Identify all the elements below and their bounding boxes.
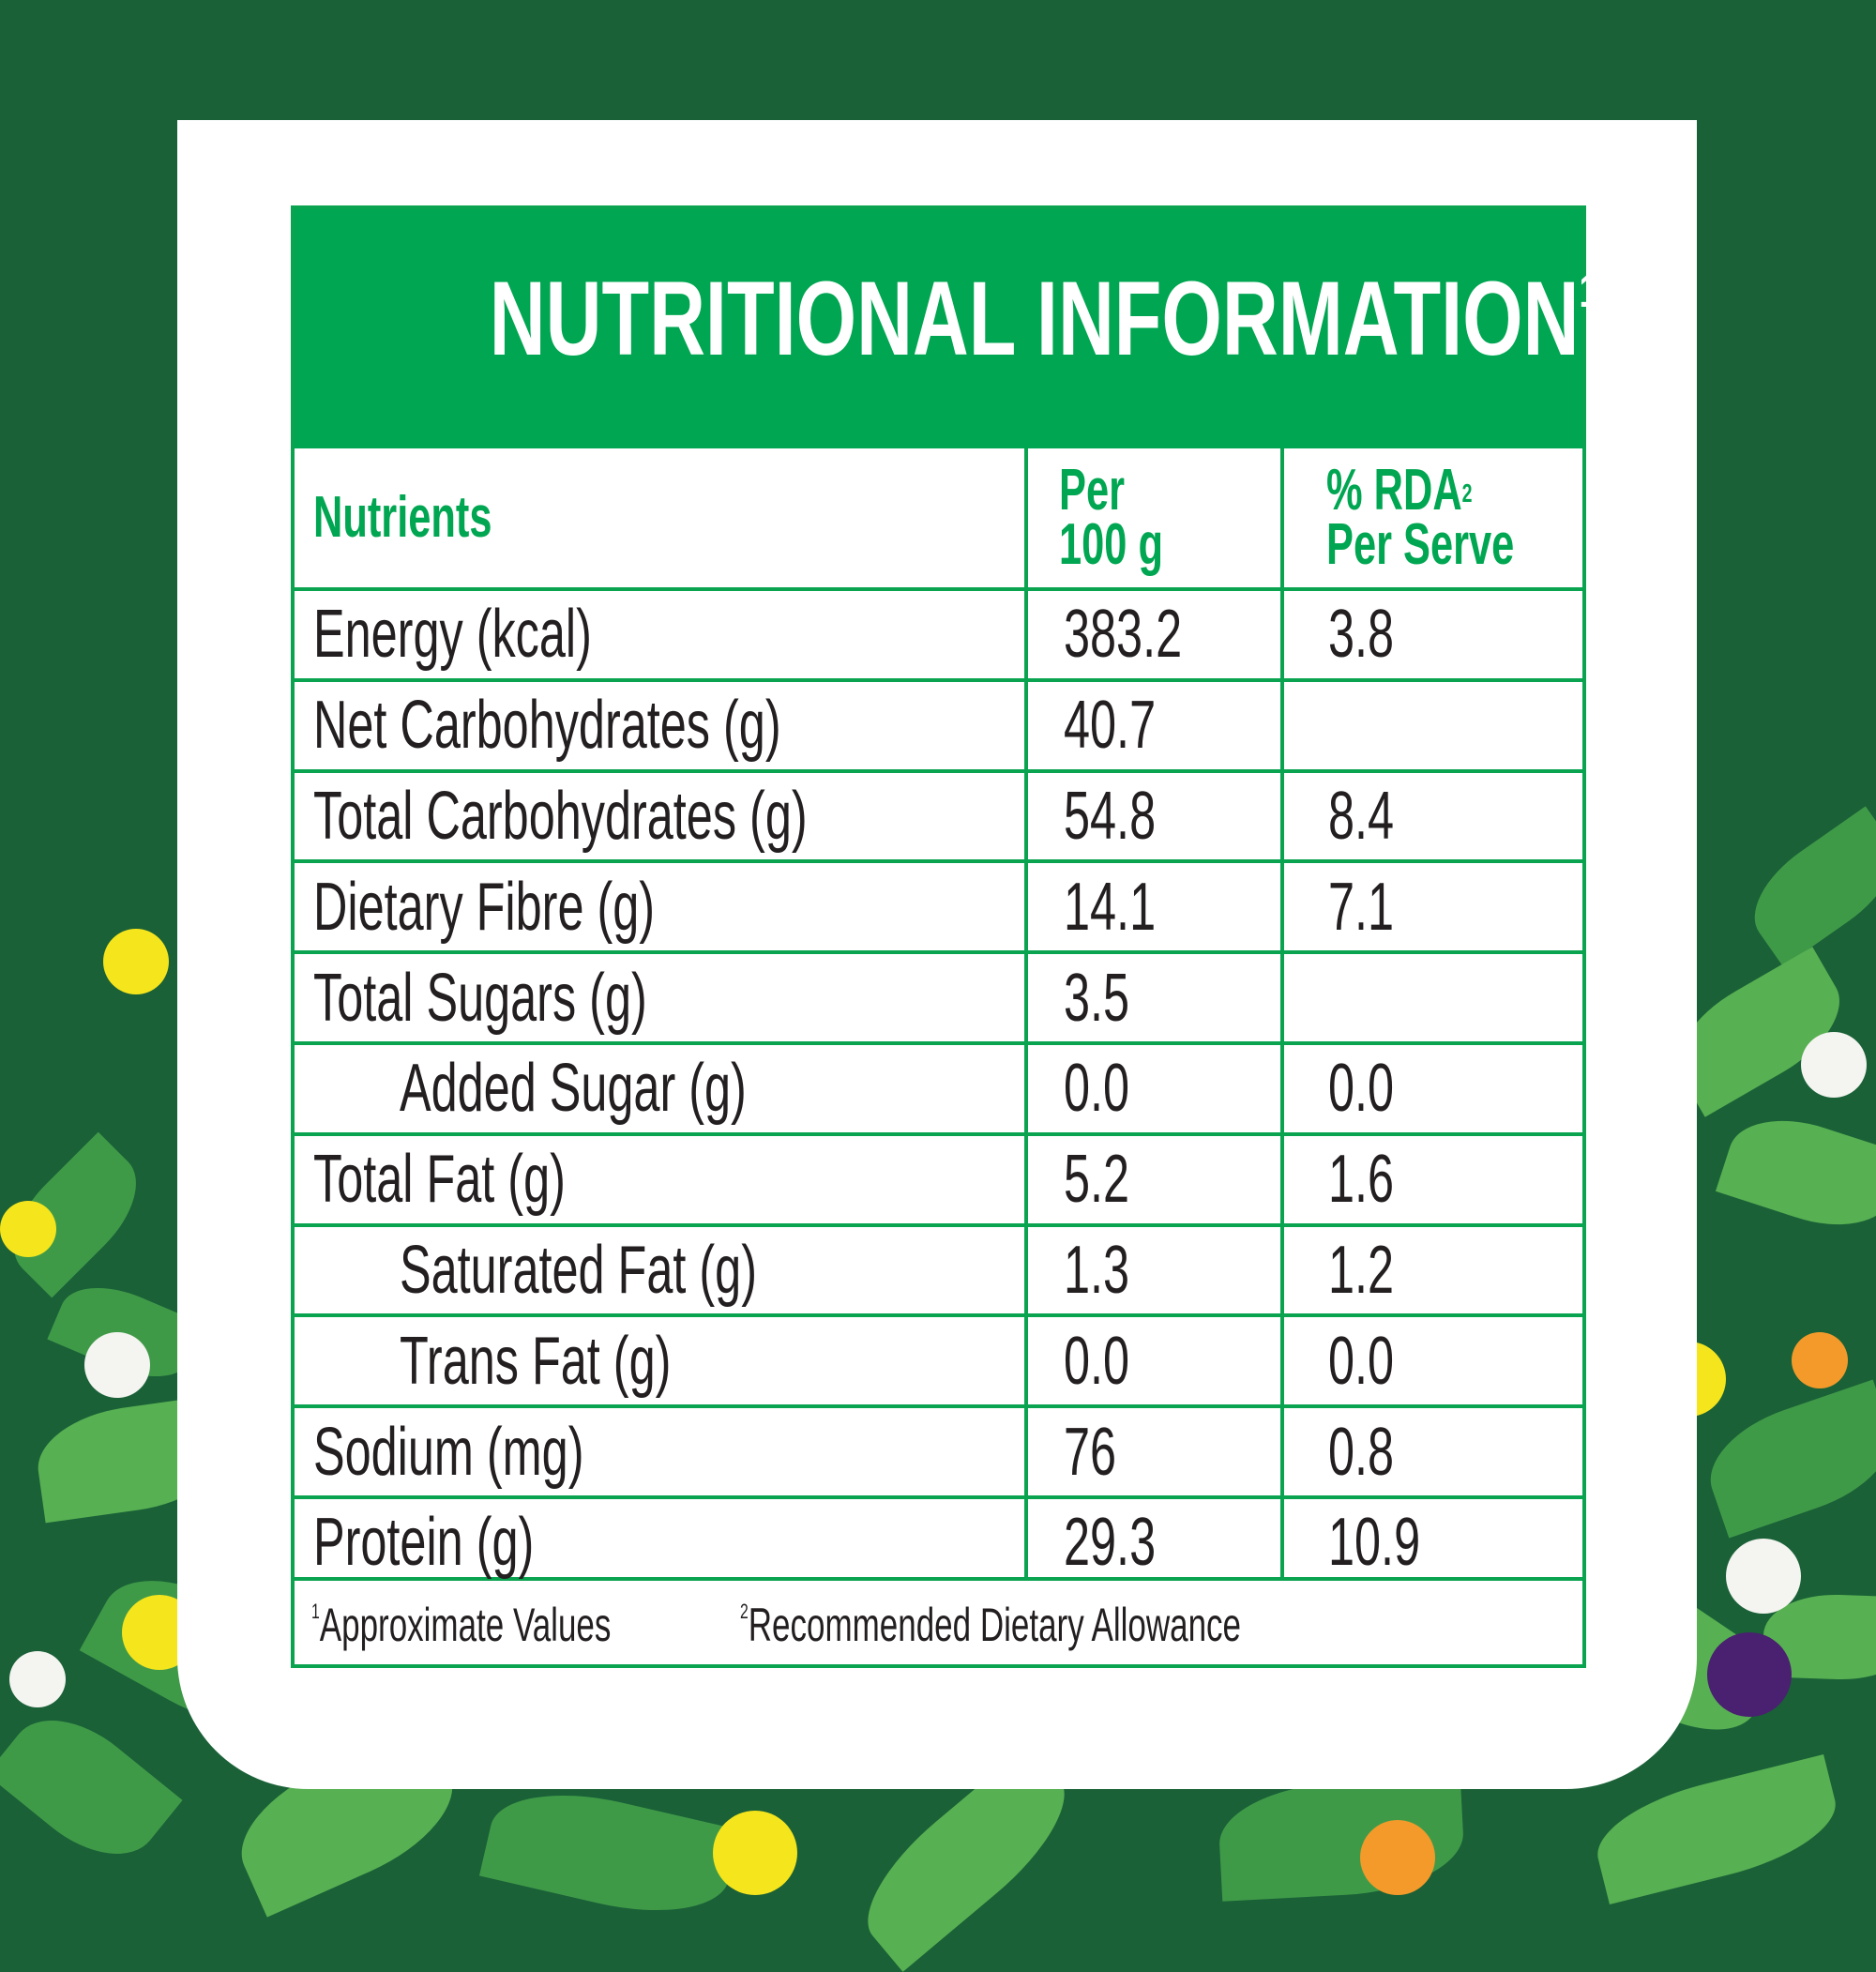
nutrient-name: Sodium (mg) — [313, 1414, 584, 1490]
value-rda-per-serve: 0.0 — [1328, 1051, 1395, 1127]
value-per-100g: 40.7 — [1064, 688, 1157, 764]
column-divider — [1024, 448, 1028, 1577]
value-rda-per-serve: 0.0 — [1328, 1323, 1395, 1399]
nutrient-name: Energy (kcal) — [313, 597, 592, 673]
flower-icon — [713, 1811, 797, 1895]
table-row: Total Sugars (g) 3.5 — [295, 950, 1582, 1041]
value-rda-per-serve: 0.8 — [1328, 1414, 1395, 1490]
leaf-icon — [1715, 1101, 1876, 1244]
value-per-100g: 54.8 — [1064, 778, 1157, 854]
table-row: Added Sugar (g) 0.0 0.0 — [295, 1041, 1582, 1132]
flower-icon — [1726, 1539, 1801, 1614]
flower-icon — [1360, 1820, 1435, 1895]
nutrient-name: Saturated Fat (g) — [400, 1232, 757, 1308]
table-row: Energy (kcal) 383.2 3.8 — [295, 587, 1582, 678]
flower-icon — [1792, 1332, 1848, 1388]
value-per-100g: 0.0 — [1064, 1323, 1130, 1399]
value-per-100g: 383.2 — [1064, 597, 1183, 673]
nutrient-name: Total Carbohydrates (g) — [313, 778, 808, 854]
header-nutrients: Nutrients — [313, 485, 492, 550]
nutrient-name: Net Carbohydrates (g) — [313, 688, 781, 764]
table-row: Net Carbohydrates (g) 40.7 — [295, 677, 1582, 769]
flower-icon — [0, 1201, 56, 1257]
table-row: Protein (g) 29.3 10.9 — [295, 1495, 1582, 1586]
value-rda-per-serve: 1.2 — [1328, 1232, 1395, 1308]
value-rda-per-serve: 7.1 — [1328, 869, 1395, 945]
flower-icon — [84, 1332, 150, 1398]
footnote-approximate: 1Approximate Values — [311, 1598, 612, 1651]
table-row: Sodium (mg) 76 0.8 — [295, 1404, 1582, 1495]
nutrient-name: Added Sugar (g) — [400, 1051, 747, 1127]
flower-icon — [103, 929, 169, 994]
value-per-100g: 29.3 — [1064, 1505, 1157, 1581]
header-per-100g: Per 100 g — [1059, 458, 1163, 577]
column-divider — [1280, 448, 1284, 1577]
nutrient-name: Total Sugars (g) — [313, 960, 647, 1036]
nutrition-table: NUTRITIONAL INFORMATION1 Nutrients Per 10… — [291, 205, 1599, 1668]
table-row: Trans Fat (g) 0.0 0.0 — [295, 1313, 1582, 1404]
flower-icon — [9, 1651, 66, 1707]
table-row: Total Carbohydrates (g) 54.8 8.4 — [295, 768, 1582, 860]
leaf-icon — [1586, 1754, 1847, 1904]
nutrient-name: Dietary Fibre (g) — [313, 869, 656, 945]
footnotes-row: 1Approximate Values 2Recommended Dietary… — [295, 1577, 1582, 1668]
value-rda-per-serve: 3.8 — [1328, 597, 1395, 673]
flower-icon — [1707, 1632, 1792, 1717]
footnote-rda: 2Recommended Dietary Allowance — [740, 1598, 1242, 1651]
nutrient-name: Trans Fat (g) — [400, 1323, 672, 1399]
value-per-100g: 14.1 — [1064, 869, 1157, 945]
leaf-icon — [1734, 806, 1876, 967]
table-title: NUTRITIONAL INFORMATION1 — [489, 260, 1599, 377]
table-row: Saturated Fat (g) 1.3 1.2 — [295, 1222, 1582, 1314]
flower-icon — [1801, 1032, 1867, 1098]
leaf-icon — [478, 1775, 741, 1931]
value-per-100g: 76 — [1064, 1414, 1117, 1490]
value-per-100g: 5.2 — [1064, 1142, 1130, 1218]
value-per-100g: 0.0 — [1064, 1051, 1130, 1127]
column-header-row: Nutrients Per 100 g % RDA2 Per Serve — [295, 448, 1582, 587]
header-rda-per-serve: % RDA2 Per Serve — [1326, 458, 1515, 577]
value-per-100g: 3.5 — [1064, 960, 1130, 1036]
leaf-icon — [0, 1693, 183, 1881]
value-rda-per-serve: 10.9 — [1328, 1505, 1421, 1581]
value-rda-per-serve: 1.6 — [1328, 1142, 1395, 1218]
table-row: Dietary Fibre (g) 14.1 7.1 — [295, 859, 1582, 950]
table-row: Total Fat (g) 5.2 1.6 — [295, 1131, 1582, 1223]
value-per-100g: 1.3 — [1064, 1232, 1130, 1308]
title-band: NUTRITIONAL INFORMATION1 — [295, 209, 1599, 448]
leaf-icon — [1695, 1379, 1876, 1539]
nutrient-name: Total Fat (g) — [313, 1142, 566, 1218]
nutrient-name: Protein (g) — [313, 1505, 535, 1581]
value-rda-per-serve: 8.4 — [1328, 778, 1395, 854]
